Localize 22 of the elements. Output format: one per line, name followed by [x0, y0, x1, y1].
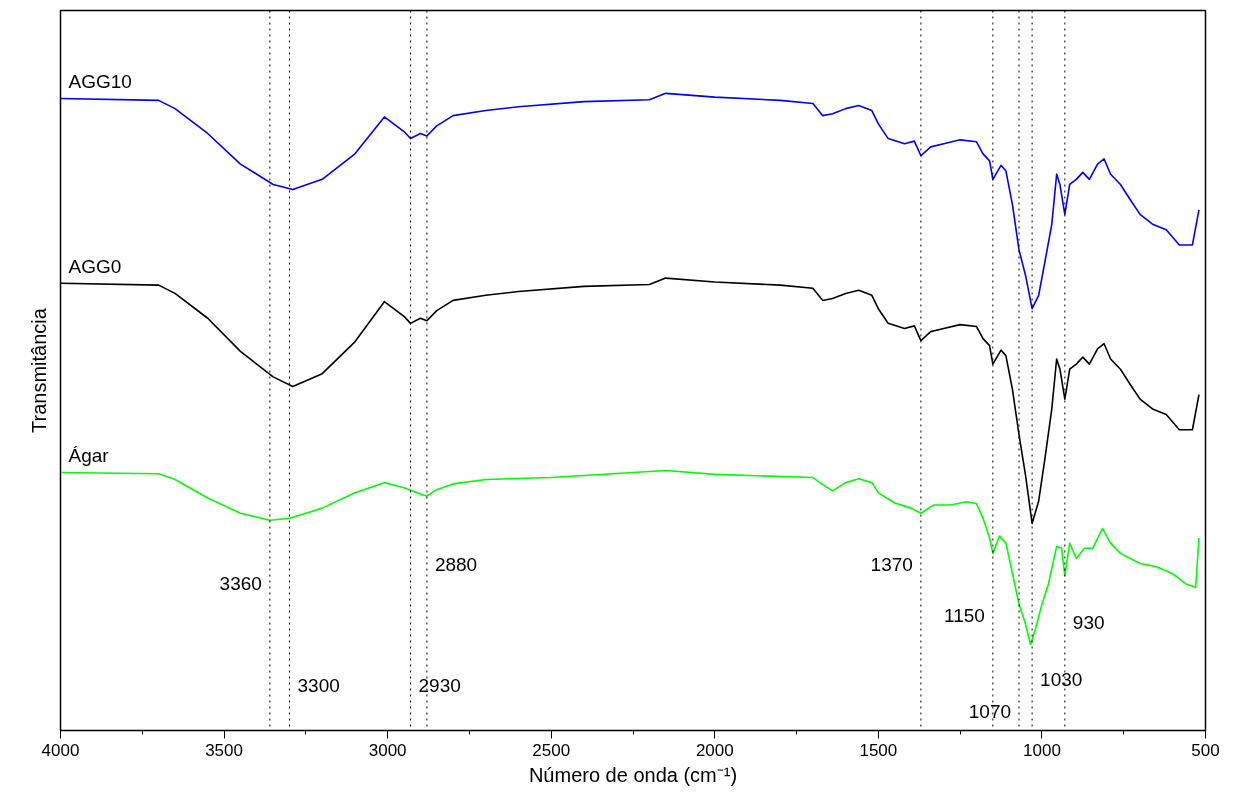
x-tick-label: 2500 — [532, 740, 571, 760]
ref-line-label: 2880 — [434, 554, 478, 576]
ref-line-label: 1030 — [1040, 668, 1083, 690]
ref-line-label: 3360 — [219, 573, 262, 595]
ref-line-label: 3300 — [297, 675, 340, 697]
series-label: AGG0 — [68, 256, 122, 278]
x-tick-label: 3500 — [205, 740, 243, 760]
ref-line-label: 1070 — [968, 700, 1012, 722]
x-tick-label: 2000 — [695, 740, 734, 760]
series-label: AGG10 — [68, 71, 132, 93]
x-axis-title: Número de onda (cm⁻¹) — [528, 763, 738, 786]
ref-line-label: 930 — [1072, 611, 1105, 633]
x-tick-label: 500 — [1191, 740, 1220, 760]
y-axis-title: Transmitância — [27, 307, 50, 433]
x-tick-label: 4000 — [41, 740, 80, 760]
ref-line-label: 1370 — [870, 554, 913, 576]
x-tick-label: 1500 — [859, 740, 898, 760]
ref-line-label: 1150 — [944, 605, 985, 627]
x-tick-label: 1000 — [1023, 740, 1061, 760]
ref-line-label: 2930 — [418, 675, 461, 697]
series-label: Ágar — [68, 445, 110, 467]
x-tick-label: 3000 — [368, 740, 407, 760]
